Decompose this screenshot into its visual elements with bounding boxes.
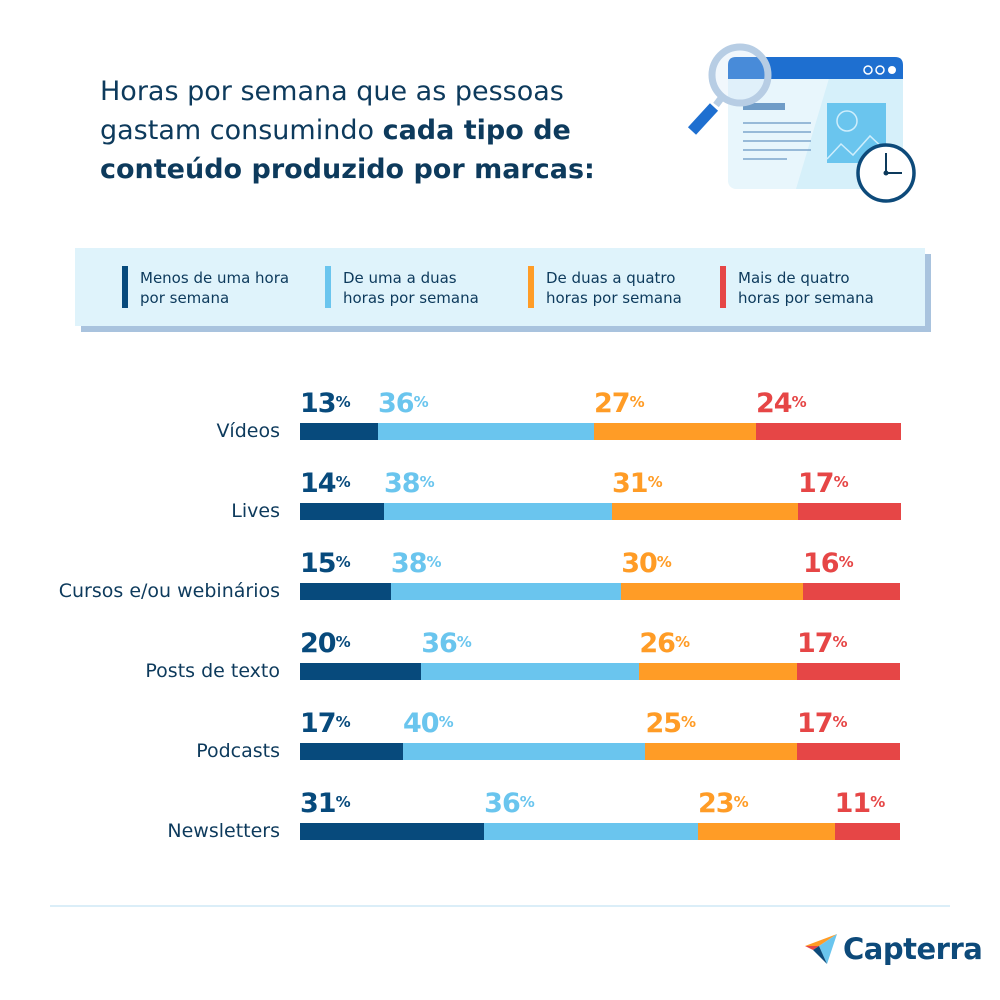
bar-segment <box>421 663 640 680</box>
bar-segment <box>796 743 901 760</box>
stacked-bar-chart: Vídeos 13% 36% 27% 24% Lives 14% 38% 31% 17% Curso… <box>58 388 901 842</box>
legend-item-1: Menos de uma hora por semana <box>122 266 290 308</box>
bar-segment <box>639 663 798 680</box>
bar-segment <box>621 583 804 600</box>
data-label: 31% <box>612 468 663 499</box>
bar-segment <box>300 823 485 840</box>
browser-window-icon <box>687 43 916 203</box>
data-label: 17% <box>300 708 351 739</box>
bar-segment <box>300 663 422 680</box>
data-label: 20% <box>300 628 351 659</box>
chart-title: Horas por semana que as pessoas gastam c… <box>100 72 640 189</box>
bar-segment <box>645 743 798 760</box>
data-label: 16% <box>803 548 854 579</box>
category-label: Lives <box>231 500 280 522</box>
category-label: Cursos e/ou webinários <box>58 580 280 602</box>
data-label: 15% <box>300 548 351 579</box>
legend-label: Menos de uma hora por semana <box>140 269 290 307</box>
data-label: 36% <box>421 628 472 659</box>
data-label: 38% <box>390 548 442 579</box>
bar-segment <box>803 583 901 600</box>
bar-segment <box>403 743 646 760</box>
magnifier-icon <box>687 43 772 135</box>
bar-segment <box>390 583 622 600</box>
bar-segment <box>796 663 901 680</box>
data-label: 26% <box>639 628 690 659</box>
bar-segment <box>300 583 392 600</box>
data-label: 30% <box>621 548 672 579</box>
legend-swatch <box>528 266 534 308</box>
legend-item-2: De uma a duas horas por semana <box>325 266 493 308</box>
data-label: 13% <box>300 388 351 419</box>
legend: Menos de uma hora por semana De uma a du… <box>75 248 925 326</box>
capterra-logo: Capterra <box>805 932 983 966</box>
data-label: 36% <box>378 388 429 419</box>
category-label: Newsletters <box>167 820 280 842</box>
bar-segment <box>834 823 901 840</box>
legend-swatch <box>720 266 726 308</box>
data-label: 31% <box>300 788 351 819</box>
data-label: 17% <box>798 468 849 499</box>
category-label: Vídeos <box>216 420 280 442</box>
data-label: 27% <box>594 388 645 419</box>
bar-segment <box>384 503 613 520</box>
data-label: 11% <box>834 788 886 819</box>
brand-name: Capterra <box>843 932 983 966</box>
legend-item-3: De duas a quatro horas por semana <box>528 266 696 308</box>
data-label: 38% <box>384 468 435 499</box>
data-label: 25% <box>645 708 697 739</box>
bar-segment <box>594 423 757 440</box>
divider <box>50 905 950 907</box>
category-label: Podcasts <box>196 740 280 762</box>
data-label: 14% <box>300 468 351 499</box>
data-label: 17% <box>796 708 848 739</box>
data-label: 24% <box>756 388 807 419</box>
clock-icon <box>856 143 916 203</box>
bar-segment <box>484 823 699 840</box>
legend-label: Mais de quatro horas por semana <box>738 269 874 307</box>
legend-swatch <box>325 266 331 308</box>
title-regular: Horas por semana que as pessoas gastam c… <box>100 76 564 146</box>
data-label: 23% <box>698 788 749 819</box>
bar-segment <box>300 743 404 760</box>
bar-segment <box>756 423 901 440</box>
capterra-logo-icon <box>805 934 837 964</box>
legend-label: De uma a duas horas por semana <box>343 269 479 307</box>
bar-segment <box>300 503 385 520</box>
data-label: 36% <box>484 788 535 819</box>
legend-swatch <box>122 266 128 308</box>
data-label: 17% <box>796 628 848 659</box>
bar-segment <box>698 823 836 840</box>
bar-segment <box>378 423 595 440</box>
title-bold: cada tipo de conteúdo produzido por marc… <box>100 115 595 185</box>
legend-item-4: Mais de quatro horas por semana <box>720 266 888 308</box>
legend-label: De duas a quatro horas por semana <box>546 269 682 307</box>
bar-segment <box>612 503 799 520</box>
data-label: 40% <box>403 708 454 739</box>
category-label: Posts de texto <box>145 660 280 682</box>
bar-segment <box>798 503 901 520</box>
bar-segment <box>300 423 379 440</box>
